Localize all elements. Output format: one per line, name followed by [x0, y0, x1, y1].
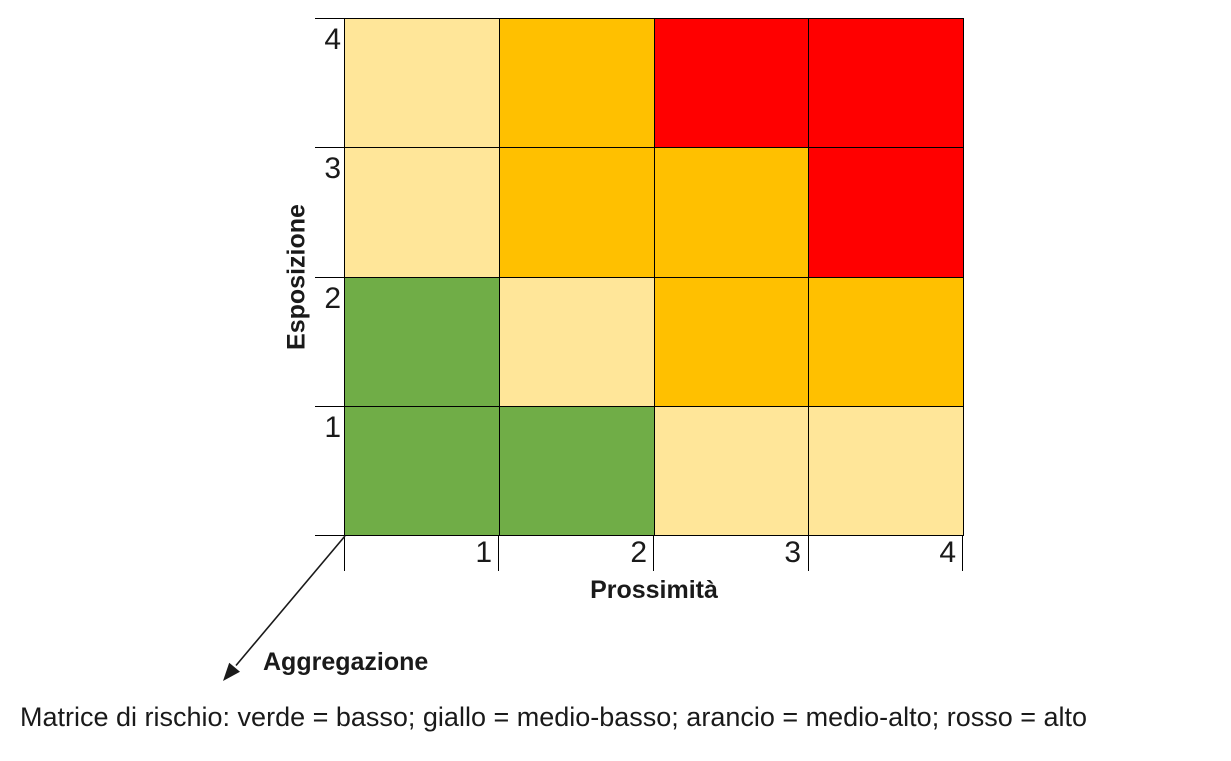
- matrix-cell-alto: [809, 148, 963, 277]
- aggregation-label: Aggregazione: [263, 648, 429, 676]
- matrix-cell-medio-alto: [654, 148, 809, 277]
- matrix-cell-alto: [809, 19, 963, 148]
- matrix-grid: [344, 18, 964, 536]
- figure-caption: Matrice di rischio: verde = basso; giall…: [20, 702, 1088, 732]
- x-tick-label: 2: [630, 536, 647, 569]
- matrix-cell-basso: [499, 406, 654, 535]
- y-tick-label: 2: [324, 282, 341, 315]
- y-tick-label: 1: [324, 411, 341, 444]
- x-tick-label: 3: [784, 536, 801, 569]
- y-tick-label: 3: [324, 152, 341, 185]
- matrix-cell-medio-alto: [654, 277, 809, 406]
- y-axis-tick-line: [315, 277, 345, 278]
- x-axis-tick-line: [962, 535, 963, 571]
- x-axis-tick-line: [653, 535, 654, 571]
- y-axis-tick-line: [315, 147, 345, 148]
- x-axis-tick-line: [808, 535, 809, 571]
- x-axis-tick-line: [344, 535, 345, 571]
- matrix-cell-medio-basso: [345, 148, 499, 277]
- x-tick-label: 1: [475, 536, 492, 569]
- matrix-cell-medio-basso: [809, 406, 963, 535]
- x-axis-title: Prossimità: [590, 576, 718, 604]
- matrix-cell-medio-alto: [809, 277, 963, 406]
- x-axis-tick-line: [498, 535, 499, 571]
- y-axis-tick-line: [315, 406, 345, 407]
- y-axis-title: Esposizione: [282, 204, 311, 350]
- matrix-cell-medio-basso: [654, 406, 809, 535]
- y-axis-tick-line: [315, 535, 345, 536]
- y-tick-label: 4: [324, 23, 341, 56]
- x-tick-label: 4: [939, 536, 956, 569]
- matrix-cell-basso: [345, 406, 499, 535]
- y-axis-tick-line: [315, 18, 345, 19]
- matrix-cell-alto: [654, 19, 809, 148]
- matrix-cell-basso: [345, 277, 499, 406]
- matrix-cell-medio-basso: [345, 19, 499, 148]
- matrix-cell-medio-alto: [499, 19, 654, 148]
- matrix-cell-medio-basso: [499, 277, 654, 406]
- matrix-cell-medio-alto: [499, 148, 654, 277]
